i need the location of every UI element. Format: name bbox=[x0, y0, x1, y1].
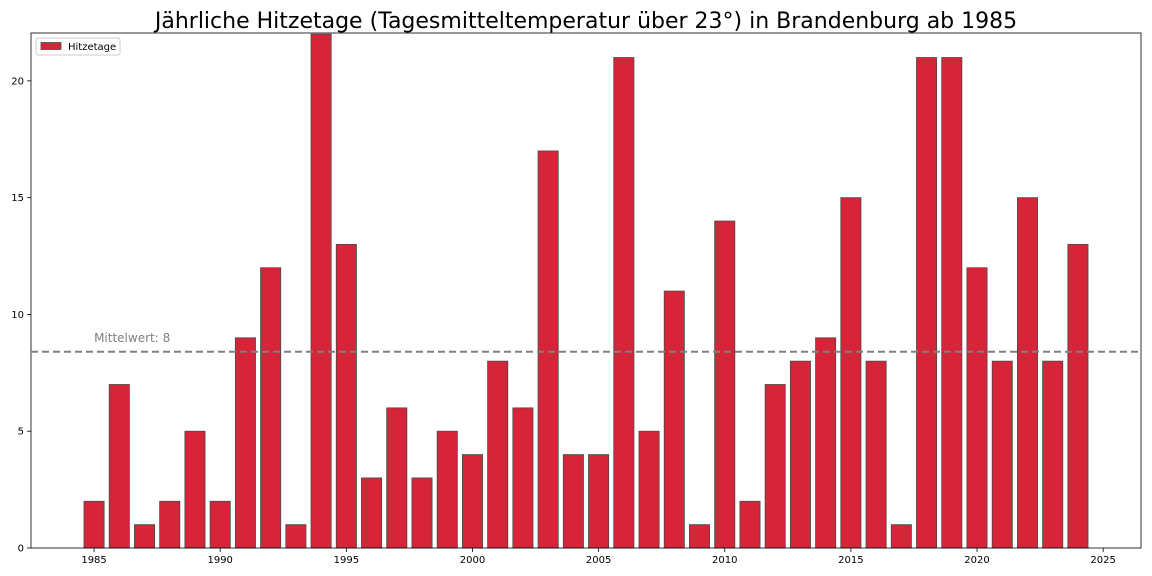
bar-1997 bbox=[386, 407, 408, 549]
bar-2016 bbox=[865, 360, 887, 549]
y-tick-label-20: 20 bbox=[11, 76, 24, 87]
x-tick-label-1990: 1990 bbox=[207, 555, 232, 566]
bar-2024 bbox=[1067, 243, 1089, 549]
bar-1988 bbox=[159, 500, 181, 549]
bar-1986 bbox=[108, 384, 130, 549]
bar-2019 bbox=[941, 57, 963, 549]
y-tick-label-10: 10 bbox=[11, 310, 24, 321]
y-tick-label-0: 0 bbox=[18, 544, 24, 555]
x-tick-label-2020: 2020 bbox=[964, 555, 989, 566]
bar-2014 bbox=[815, 337, 837, 549]
bar-2006 bbox=[613, 57, 635, 549]
axes-layer: 1985 1990 1995 2000 2005 2010 2015 2020 20250510… bbox=[11, 32, 1142, 566]
bar-2004 bbox=[562, 454, 584, 549]
x-tick-label-2000: 2000 bbox=[460, 555, 485, 566]
bar-2020 bbox=[966, 267, 988, 549]
bar-1998 bbox=[411, 477, 433, 549]
bar-2002 bbox=[512, 407, 534, 549]
bar-2005 bbox=[588, 454, 610, 549]
legend-label-hitzetage: Hitzetage bbox=[68, 42, 116, 53]
bar-1996 bbox=[361, 477, 383, 549]
bar-2022 bbox=[1016, 197, 1038, 549]
legend-swatch-hitzetage bbox=[40, 42, 62, 50]
x-tick-label-1995: 1995 bbox=[334, 555, 359, 566]
bar-2018 bbox=[916, 57, 938, 549]
bar-2008 bbox=[663, 290, 685, 549]
y-tick-label-5: 5 bbox=[18, 427, 24, 438]
plot-frame bbox=[30, 32, 1142, 549]
bar-2023 bbox=[1042, 360, 1064, 549]
bar-2015 bbox=[840, 197, 862, 549]
bar-2012 bbox=[764, 384, 786, 549]
bar-1985 bbox=[83, 500, 105, 549]
bar-1994 bbox=[310, 33, 332, 549]
bar-2010 bbox=[714, 220, 736, 549]
mean-layer: Mittelwert: 8 bbox=[31, 331, 1141, 353]
x-tick-label-2015: 2015 bbox=[838, 555, 863, 566]
bar-1995 bbox=[335, 243, 357, 549]
mean-label: Mittelwert: 8 bbox=[94, 331, 170, 345]
bar-1993 bbox=[285, 524, 307, 549]
bar-1987 bbox=[134, 524, 156, 549]
bars-layer bbox=[83, 33, 1089, 549]
x-tick-label-2025: 2025 bbox=[1090, 555, 1115, 566]
chart-title: Jährliche Hitzetage (Tagesmitteltemperat… bbox=[153, 9, 1017, 34]
bar-2011 bbox=[739, 500, 761, 549]
bar-1999 bbox=[436, 430, 458, 549]
legend: Hitzetage bbox=[35, 37, 121, 56]
bar-2009 bbox=[689, 524, 711, 549]
bar-2000 bbox=[461, 454, 483, 549]
bar-2013 bbox=[789, 360, 811, 549]
bar-1990 bbox=[209, 500, 231, 549]
x-tick-label-2010: 2010 bbox=[712, 555, 737, 566]
x-tick-label-2005: 2005 bbox=[586, 555, 611, 566]
bar-1991 bbox=[234, 337, 256, 549]
bar-2003 bbox=[537, 150, 559, 549]
bar-2001 bbox=[487, 360, 509, 549]
bar-1989 bbox=[184, 430, 206, 549]
y-tick-label-15: 15 bbox=[11, 193, 24, 204]
bar-2007 bbox=[638, 430, 660, 549]
bar-2017 bbox=[890, 524, 912, 549]
bar-2021 bbox=[991, 360, 1013, 549]
x-tick-label-1985: 1985 bbox=[81, 555, 106, 566]
bar-1992 bbox=[260, 267, 282, 549]
